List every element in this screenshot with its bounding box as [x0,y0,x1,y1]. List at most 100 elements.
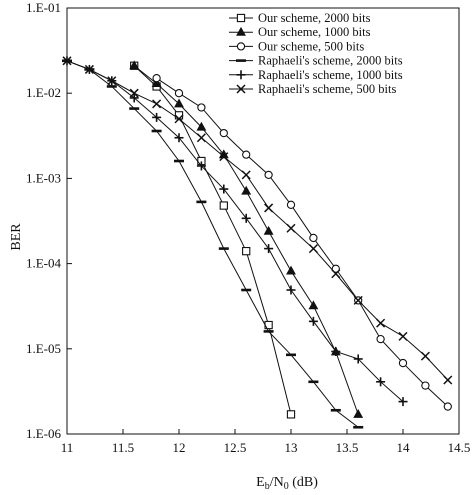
data-point [152,112,162,122]
data-point [106,85,117,88]
data-point-b [286,223,296,233]
y-axis-label: BER [9,223,24,251]
data-point [174,98,184,108]
data-point [398,358,408,368]
data-point-b [152,99,162,109]
data-point [286,223,296,233]
data-point [308,380,319,384]
data-point [308,244,318,254]
y-tick-label: 1.E-05 [26,341,61,356]
data-point-b [84,64,94,74]
data-point [197,103,206,112]
legend-marker [236,42,246,51]
legend-item: Raphaeli's scheme, 1000 bits [229,68,403,82]
series-line [66,60,404,402]
data-point [264,170,273,180]
data-point [129,93,139,103]
data-point-b [398,331,408,341]
data-point [151,78,162,88]
x-tick-label: 13.5 [336,440,359,455]
data-point [129,107,140,110]
data-point [219,128,228,138]
data-point [174,114,184,124]
x-tick-label: 12 [173,440,186,455]
plot-frame [66,7,460,435]
data-point [129,88,139,98]
data-point-b [62,56,72,66]
data-point [263,330,274,333]
data-point [241,170,251,180]
data-point [152,74,161,83]
data-point [241,288,252,292]
data-point [308,300,319,310]
data-point-b [264,203,274,213]
data-point [398,397,408,407]
data-point [152,99,162,109]
legend-label: Raphaeli's scheme, 1000 bits [258,68,403,82]
x-tick-label: 11.5 [112,440,134,455]
data-point [420,351,430,361]
series-3 [152,74,452,411]
data-point [219,184,229,194]
data-point [218,247,229,250]
data-point [330,408,341,412]
data-point [174,133,184,143]
x-tick-label: 13 [285,440,298,455]
data-point [376,334,385,344]
x-axis-label: Eb/N0 (dB) [256,475,318,492]
legend-label: Our scheme, 2000 bits [258,11,371,25]
x-tick-label: 14 [397,440,411,455]
data-point [353,409,364,418]
x-axis-label-slash: /N [270,475,284,490]
data-point [421,381,430,390]
series-4 [62,59,364,429]
data-point [241,185,252,195]
data-point-b [331,269,341,279]
legend-item: Raphaeli's scheme, 2000 bits [229,54,403,68]
data-point [331,269,341,279]
x-tick-label: 12.5 [224,440,247,455]
series-line [133,65,292,415]
data-point [286,353,296,357]
series-5 [62,56,408,407]
y-tick-label: 1.E-04 [26,256,62,271]
data-point [263,225,274,235]
data-point [264,244,274,254]
data-point [242,150,251,159]
data-point [398,331,408,341]
data-point [264,203,274,213]
legend-marker [236,26,246,36]
y-tick-label: 1.E-03 [26,170,61,185]
series-line [133,65,359,415]
legend-label: Our scheme, 500 bits [258,39,364,53]
legend-marker [236,84,246,94]
plot-area: 11 11.5 12 12.5 13 13.5 14 14.5 1.E-01 1.E-02 1.E-… [26,0,470,455]
x-axis-label-sub-0: 0 [284,481,289,492]
data-point [286,410,296,419]
data-point [219,201,228,210]
legend-marker [236,13,246,23]
data-point [196,121,207,131]
data-point [353,354,363,364]
series-line [66,60,359,428]
data-point [174,89,184,98]
legend-item: Our scheme, 2000 bits [229,11,371,25]
data-point-b [129,88,139,98]
series-2 [129,60,364,418]
y-tick-label: 1.E-01 [26,0,61,15]
data-point [84,64,94,74]
data-point [331,264,340,273]
data-point [309,233,318,243]
data-point [286,265,296,275]
data-point [286,200,296,209]
series-6 [62,56,453,385]
data-point [443,375,453,385]
data-point-b [107,76,117,86]
data-point-b [443,375,453,385]
x-axis-label-sub-b: b [265,481,270,492]
series-line [156,77,449,407]
data-point [308,316,318,326]
data-point [196,200,207,204]
legend-marker [236,59,246,62]
